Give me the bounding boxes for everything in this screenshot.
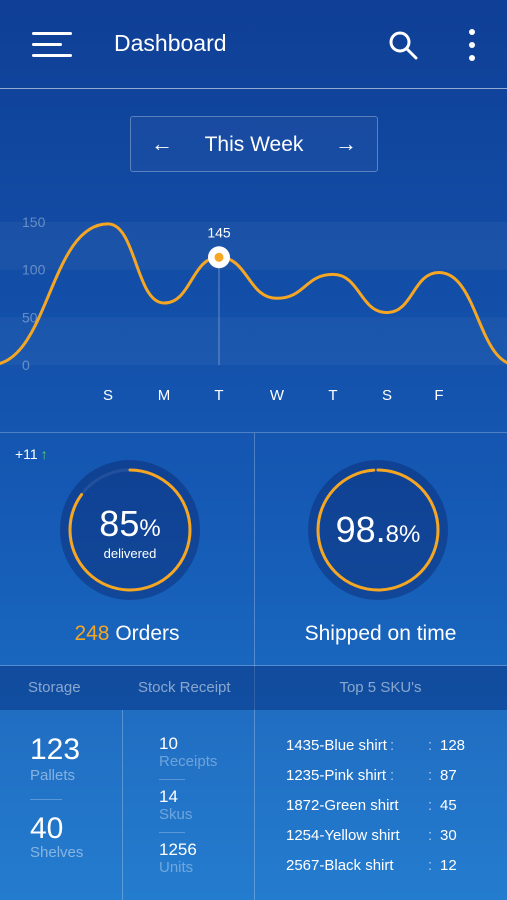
more-vertical-icon[interactable]	[462, 28, 482, 62]
shelves-value: 40	[30, 812, 64, 845]
receipt-separator	[159, 832, 185, 833]
menu-icon[interactable]	[32, 30, 72, 58]
sku-row: 1235-Pink shirt::87	[286, 767, 486, 793]
sku-row: 1872-Green shirt::45	[286, 797, 486, 823]
sku-separator: :	[390, 827, 395, 844]
panel-divider	[254, 433, 255, 900]
chart-divider	[0, 432, 507, 433]
up-arrow-icon: ↑	[40, 446, 48, 462]
sku-row: 1254-Yellow shirt::30	[286, 827, 486, 853]
orders-caption: 248 Orders	[0, 622, 254, 646]
sku-separator: :	[428, 797, 433, 814]
tab-storage[interactable]: Storage	[28, 679, 81, 696]
x-tick-label: S	[103, 387, 113, 404]
chart-band	[0, 317, 507, 365]
y-tick-label: 0	[22, 357, 30, 373]
orders-gauge-label: delivered	[103, 546, 157, 561]
skus-value: 14	[159, 787, 178, 806]
shipped-percent-value: 98.	[335, 509, 386, 550]
sku-separator: :	[428, 737, 433, 754]
tabs-divider	[0, 665, 507, 666]
search-icon[interactable]	[388, 30, 418, 60]
x-tick-label: T	[214, 387, 223, 404]
chart-svg: 150 100 50 0 145 S M T W T S F	[0, 214, 507, 404]
weekly-line-chart: 150 100 50 0 145 S M T W T S F	[0, 200, 507, 420]
orders-label: Orders	[115, 622, 180, 645]
x-tick-label: M	[158, 387, 171, 404]
units-label: Units	[159, 859, 194, 876]
storage-divider	[122, 710, 123, 900]
receipt-separator	[159, 779, 185, 780]
x-tick-label: W	[270, 387, 285, 404]
sku-name: 1254-Yellow shirt	[286, 827, 400, 844]
shipped-gauge: 98.8%	[303, 455, 453, 605]
storage-separator	[30, 799, 62, 800]
shelves-label: Shelves	[30, 844, 84, 861]
units-value: 1256	[159, 840, 197, 859]
section-tabs: Storage Stock Receipt Top 5 SKU's	[0, 666, 507, 710]
orders-percent: 85%	[55, 503, 205, 545]
sku-name: 1235-Pink shirt	[286, 767, 387, 784]
receipts-value: 10	[159, 734, 178, 753]
sku-value: 30	[440, 827, 457, 844]
page-title: Dashboard	[114, 30, 227, 56]
sku-value: 45	[440, 797, 457, 814]
x-tick-label: T	[328, 387, 337, 404]
sku-name: 1435-Blue shirt	[286, 737, 387, 754]
y-tick-label: 50	[22, 309, 38, 325]
pallets-value: 123	[30, 733, 81, 766]
shipped-percent-decimal: 8%	[385, 521, 421, 548]
next-week-button[interactable]: →	[335, 131, 357, 156]
orders-count: 248	[74, 622, 110, 645]
skus-label: Skus	[159, 806, 193, 823]
tab-stock-receipt[interactable]: Stock Receipt	[138, 679, 231, 696]
series-line	[0, 222, 507, 366]
receipts-label: Receipts	[159, 753, 218, 770]
sku-separator: :	[428, 827, 433, 844]
orders-gauge: 85% delivered	[55, 455, 205, 605]
sku-value: 128	[440, 737, 466, 754]
pallets-label: Pallets	[30, 767, 76, 784]
highlight-point-center	[214, 252, 224, 262]
app-header: Dashboard	[0, 0, 507, 89]
sku-separator: :	[428, 767, 433, 784]
sku-separator: :	[390, 767, 395, 784]
sku-name: 2567-Black shirt	[286, 857, 394, 874]
x-tick-label: F	[434, 387, 443, 404]
shipped-caption: Shipped on time	[304, 622, 457, 645]
highlight-value-label: 145	[207, 224, 231, 240]
x-tick-label: S	[382, 387, 392, 404]
sku-name: 1872-Green shirt	[286, 797, 399, 814]
shipped-percent: 98.8%	[303, 509, 453, 551]
tab-top-skus[interactable]: Top 5 SKU's	[339, 679, 422, 696]
y-tick-label: 100	[22, 262, 46, 278]
orders-percent-sign: %	[139, 515, 161, 542]
orders-percent-value: 85	[99, 503, 140, 544]
shipped-gauge-ring	[308, 460, 448, 600]
sku-separator: :	[390, 737, 395, 754]
sku-row: 2567-Black shirt::12	[286, 857, 486, 883]
chart-band	[0, 222, 507, 270]
prev-week-button[interactable]: ←	[151, 131, 173, 156]
orders-change-value: +11	[15, 446, 38, 462]
orders-gauge-ring	[60, 460, 200, 600]
sku-separator: :	[428, 857, 433, 874]
week-selector: ← This Week →	[130, 116, 378, 172]
sku-separator: :	[390, 797, 395, 814]
sku-value: 12	[440, 857, 457, 874]
orders-change-badge: +11 ↑	[15, 446, 48, 462]
week-label: This Week	[204, 133, 304, 156]
sku-separator: :	[390, 857, 395, 874]
sku-value: 87	[440, 767, 457, 784]
y-tick-label: 150	[22, 214, 46, 230]
sku-row: 1435-Blue shirt::128	[286, 737, 486, 763]
